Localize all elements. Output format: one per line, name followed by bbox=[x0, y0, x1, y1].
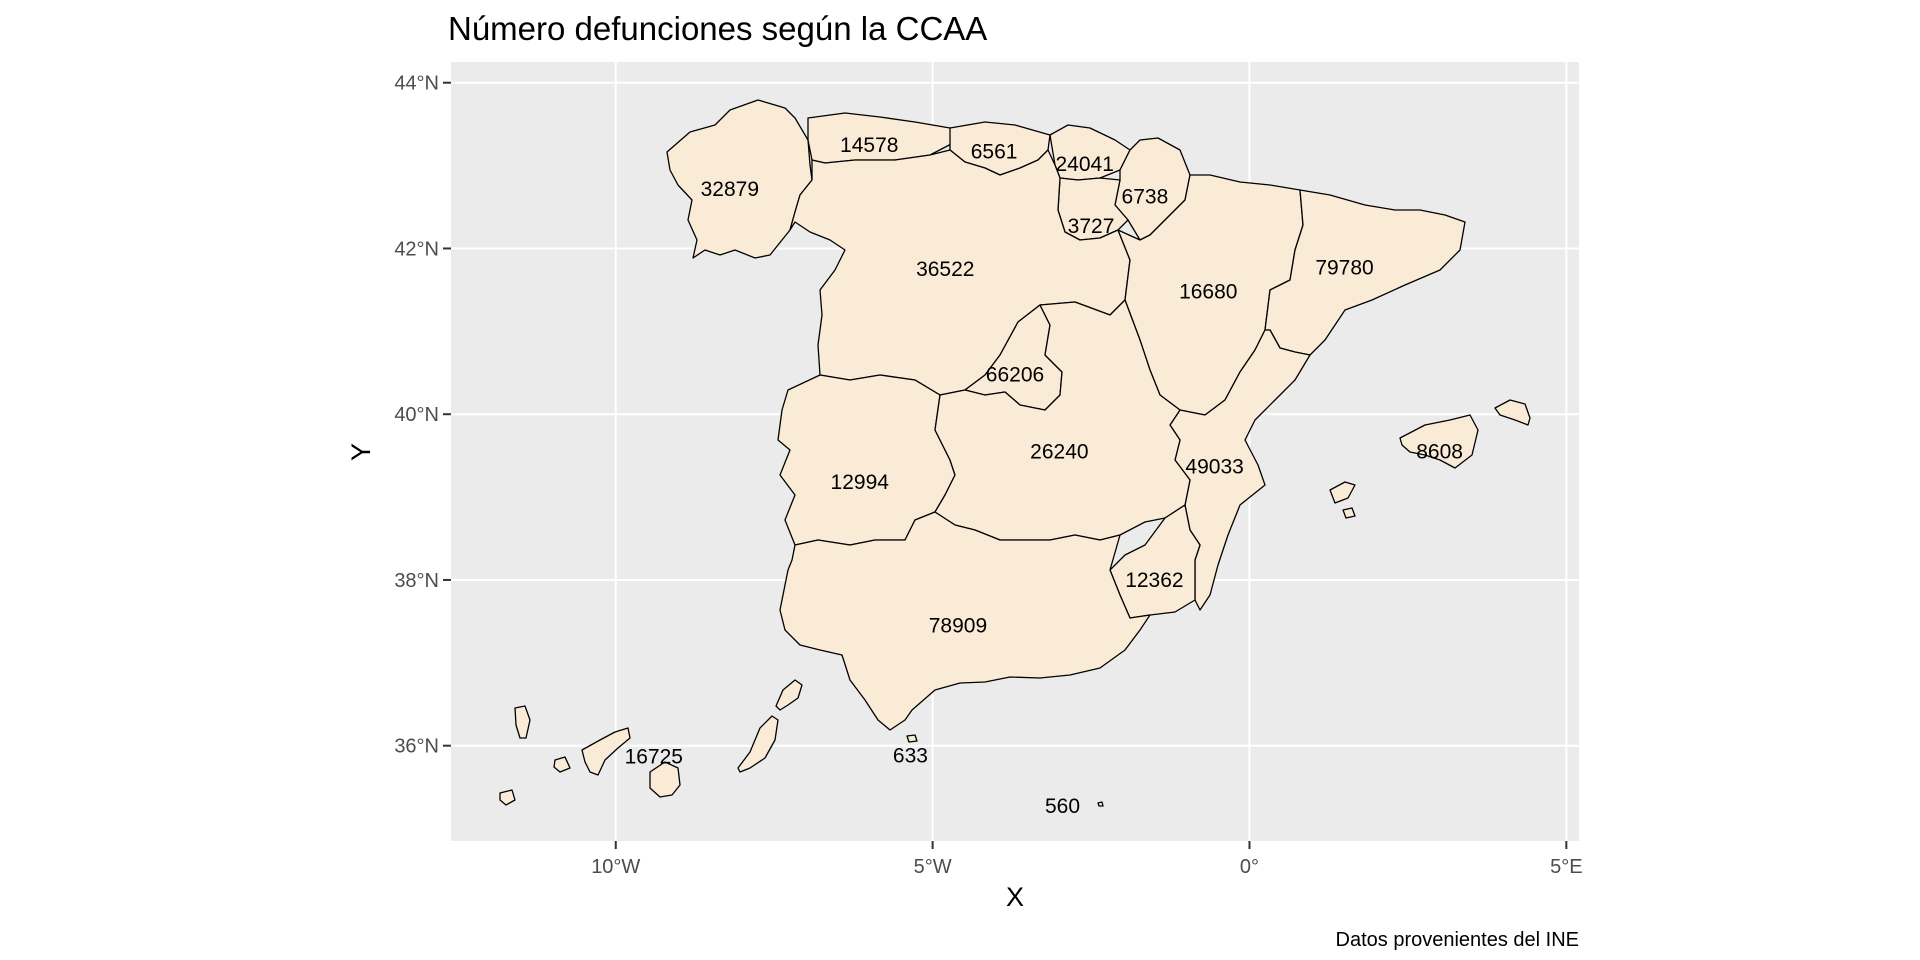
regions bbox=[499, 99, 1531, 807]
region-cataluna bbox=[1264, 189, 1466, 356]
chart-title: Número defunciones según la CCAA bbox=[448, 10, 987, 47]
region-baleares-ibiza bbox=[1329, 481, 1356, 504]
region-value-label: 560 bbox=[1045, 795, 1080, 818]
x-axis-title: X bbox=[1006, 882, 1024, 912]
region-baleares-menorca bbox=[1494, 399, 1531, 426]
region-value-label: 14578 bbox=[840, 134, 898, 157]
region-value-label: 49033 bbox=[1185, 455, 1243, 478]
axes: 10°W 5°W 0° 5°E 36°N 38°N 40°N 42°N 44°N bbox=[394, 73, 1582, 878]
region-value-label: 32879 bbox=[701, 178, 759, 201]
region-value-label: 633 bbox=[893, 745, 928, 768]
x-tick-label: 5°E bbox=[1550, 856, 1582, 878]
region-ceuta bbox=[906, 734, 918, 743]
region-value-label: 16725 bbox=[625, 745, 683, 768]
region-andalucia bbox=[779, 511, 1151, 731]
region-canarias-fuerteventura bbox=[737, 715, 779, 773]
region-value-label: 6738 bbox=[1122, 185, 1169, 208]
region-value-label: 36522 bbox=[916, 258, 974, 281]
y-tick-label: 44°N bbox=[394, 73, 439, 95]
y-axis-title: Y bbox=[346, 443, 376, 461]
region-canarias-el-hierro bbox=[499, 789, 516, 806]
x-tick-label: 5°W bbox=[914, 856, 952, 878]
region-baleares-mallorca bbox=[1399, 414, 1479, 469]
region-value-label: 6561 bbox=[971, 141, 1018, 164]
region-value-label: 12362 bbox=[1125, 569, 1183, 592]
region-value-label: 16680 bbox=[1179, 281, 1237, 304]
region-canarias-la-palma bbox=[514, 705, 531, 739]
region-canarias-la-gomera bbox=[553, 756, 571, 773]
region-canarias-tenerife bbox=[581, 727, 631, 776]
region-value-label: 26240 bbox=[1030, 441, 1088, 464]
region-value-label: 8608 bbox=[1416, 441, 1463, 464]
region-value-label: 3727 bbox=[1068, 215, 1115, 238]
x-tick-label: 10°W bbox=[591, 856, 640, 878]
region-canarias-lanzarote bbox=[775, 679, 803, 711]
region-baleares-formentera bbox=[1342, 507, 1356, 519]
region-value-label: 78909 bbox=[929, 615, 987, 638]
chart-caption: Datos provenientes del INE bbox=[1336, 929, 1579, 951]
x-tick-label: 0° bbox=[1240, 856, 1259, 878]
y-tick-label: 38°N bbox=[394, 570, 439, 592]
region-value-label: 79780 bbox=[1315, 257, 1373, 280]
y-tick-label: 40°N bbox=[394, 404, 439, 426]
y-tick-label: 36°N bbox=[394, 736, 439, 758]
region-value-label: 24041 bbox=[1056, 153, 1114, 176]
region-labels: 32879 14578 6561 24041 6738 3727 36522 16680 797… bbox=[625, 134, 1463, 818]
region-melilla bbox=[1097, 801, 1104, 807]
y-tick-label: 42°N bbox=[394, 238, 439, 260]
region-value-label: 66206 bbox=[986, 363, 1044, 386]
region-value-label: 12994 bbox=[831, 471, 890, 494]
region-canarias-gran-canaria bbox=[649, 761, 681, 798]
